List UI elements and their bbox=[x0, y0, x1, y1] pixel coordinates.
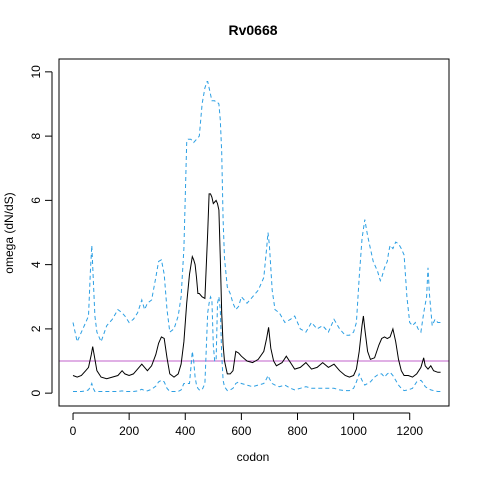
x-tick-label: 1000 bbox=[340, 424, 367, 438]
x-tick-label: 0 bbox=[70, 424, 77, 438]
y-tick-label: 10 bbox=[29, 65, 43, 79]
x-tick-label: 600 bbox=[231, 424, 251, 438]
chart-title: Rv0668 bbox=[228, 22, 277, 38]
series-layer bbox=[72, 81, 441, 392]
axis-layer: 0 200 400 600 800 1000 1200 0 2 4 6 8 10 bbox=[29, 65, 423, 438]
y-axis-label: omega (dN/dS) bbox=[2, 192, 16, 273]
y-tick-label: 6 bbox=[29, 197, 43, 204]
x-tick-label: 400 bbox=[175, 424, 195, 438]
y-tick-label: 0 bbox=[29, 389, 43, 396]
series-line-estimate bbox=[72, 193, 441, 380]
plot-frame bbox=[58, 58, 450, 407]
x-tick-label: 800 bbox=[287, 424, 307, 438]
x-tick-label: 200 bbox=[119, 424, 139, 438]
x-axis-label: codon bbox=[237, 450, 270, 464]
series-line-lower-bound bbox=[73, 295, 441, 392]
y-tick-label: 8 bbox=[29, 132, 43, 139]
x-tick-label: 1200 bbox=[396, 424, 423, 438]
series-line-upper-bound bbox=[72, 81, 441, 344]
y-tick-label: 2 bbox=[29, 325, 43, 332]
y-tick-label: 4 bbox=[29, 261, 43, 268]
